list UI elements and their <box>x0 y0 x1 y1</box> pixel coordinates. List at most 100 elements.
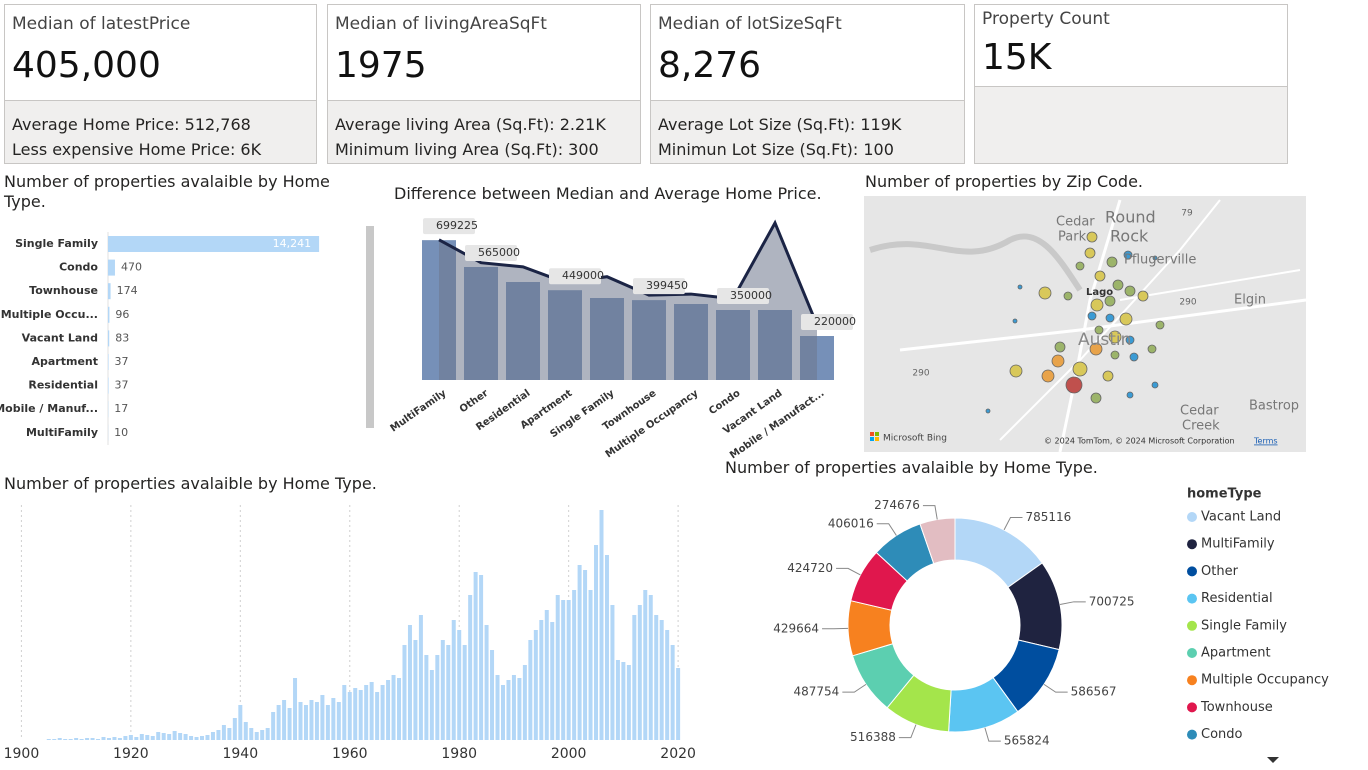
y-tick-label: Single Family <box>15 237 98 250</box>
map-terms[interactable]: Terms <box>1253 437 1278 446</box>
legend-label: Apartment <box>1201 646 1271 661</box>
chart-title: Number of properties avalaible by Home T… <box>4 172 330 211</box>
bar <box>108 283 111 300</box>
data-label: 785116 <box>1025 510 1071 524</box>
leader-line <box>984 727 1001 742</box>
bar <box>271 712 276 740</box>
bar <box>249 728 254 740</box>
bar <box>670 645 675 740</box>
bar <box>418 615 423 740</box>
bar <box>615 660 620 740</box>
leader-line <box>1003 516 1023 531</box>
bar <box>665 630 670 740</box>
bubble <box>1106 256 1118 268</box>
bar <box>200 736 205 740</box>
data-label: 406016 <box>828 516 874 530</box>
data-label-bg <box>801 314 853 330</box>
leader-line <box>842 683 867 693</box>
bar <box>358 690 363 740</box>
data-label-bg <box>465 245 517 261</box>
bubble <box>1041 369 1055 383</box>
place-label: Austin <box>1078 330 1131 350</box>
bar <box>205 735 210 740</box>
logo <box>875 437 879 441</box>
bar <box>260 730 265 740</box>
bubble <box>1155 320 1165 330</box>
bar <box>517 678 522 740</box>
bar <box>500 685 505 740</box>
bubble <box>1090 298 1104 312</box>
data-label: 449000 <box>562 269 604 282</box>
bar <box>435 655 440 740</box>
bar <box>440 640 445 740</box>
card-title: Median of livingAreaSqFt <box>335 14 547 34</box>
bar <box>550 622 555 740</box>
y-tick-label: Apartment <box>31 355 98 368</box>
leader-line <box>876 523 897 536</box>
bar <box>451 620 456 740</box>
legend-scroll-arrow[interactable] <box>1267 757 1279 763</box>
bar <box>397 678 402 740</box>
bar <box>610 605 615 740</box>
bar <box>106 738 111 740</box>
data-label: 516388 <box>850 730 896 744</box>
legend-label: MultiFamily <box>1201 537 1275 552</box>
bar <box>407 625 412 740</box>
kpi-card: Median of livingAreaSqFt 1975 Average livi… <box>327 4 641 164</box>
bar <box>172 731 177 740</box>
bar <box>511 675 516 740</box>
x-tick-label: Other <box>458 388 491 415</box>
card-header <box>328 5 640 101</box>
legend-swatch <box>1187 675 1197 686</box>
legend-label: Other <box>1201 564 1239 579</box>
data-label: 699225 <box>436 219 478 232</box>
bar <box>74 738 79 740</box>
bar <box>648 595 653 740</box>
bar <box>468 595 473 740</box>
bar <box>96 739 101 740</box>
logo <box>875 432 879 436</box>
bar <box>533 630 538 740</box>
leader-line <box>1059 601 1086 605</box>
card-value: 15K <box>982 37 1052 78</box>
data-label: 96 <box>115 308 129 321</box>
bubble <box>1137 290 1149 302</box>
place-label: Cedar <box>1056 215 1095 230</box>
bar <box>632 615 637 740</box>
x-tick-label: 1980 <box>441 746 477 762</box>
bar <box>637 605 642 740</box>
bar <box>429 670 434 740</box>
bar <box>183 734 188 740</box>
bar <box>506 680 511 740</box>
x-tick-label: 2020 <box>660 746 696 762</box>
place-label: Park <box>1058 230 1087 245</box>
donut-slice <box>919 517 956 565</box>
bar <box>108 236 320 252</box>
legend-title: homeType <box>1187 487 1262 502</box>
bubble <box>1123 250 1133 260</box>
bar <box>227 728 232 740</box>
bubble <box>1009 364 1023 378</box>
bar <box>254 732 259 740</box>
card-header <box>651 5 964 101</box>
place-label: Creek <box>1182 419 1220 434</box>
scrollbar[interactable] <box>366 226 374 428</box>
card-title: Median of latestPrice <box>12 14 191 34</box>
data-label: 14,241 <box>273 237 312 250</box>
bar <box>583 570 588 740</box>
data-label: 174 <box>117 284 138 297</box>
bar <box>101 737 106 740</box>
bar <box>134 737 139 740</box>
bar <box>293 678 298 740</box>
data-label: 424720 <box>787 561 833 575</box>
bubble <box>1152 255 1158 261</box>
bar <box>566 600 571 740</box>
bar <box>232 718 237 740</box>
card-line: Average Home Price: 512,768 <box>12 115 251 134</box>
bar <box>309 700 314 740</box>
bar <box>643 590 648 740</box>
bar <box>424 655 429 740</box>
bubble <box>1094 270 1106 282</box>
